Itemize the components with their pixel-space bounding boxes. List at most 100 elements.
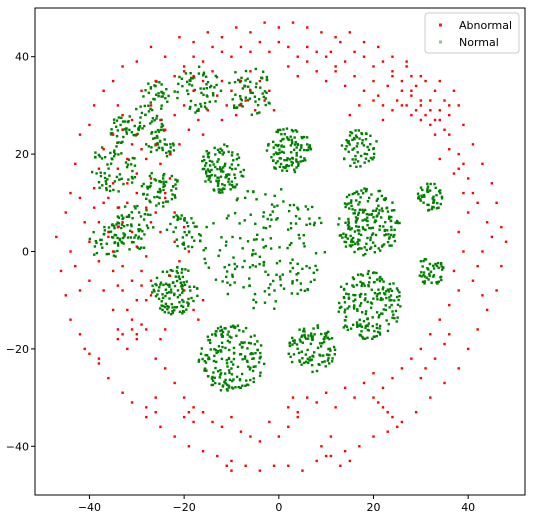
normal-point [248,277,251,280]
normal-point [292,203,296,207]
normal-point [442,266,445,270]
normal-point [256,112,259,115]
abnormal-point [216,454,219,458]
normal-point [215,360,218,364]
normal-point [117,190,120,193]
normal-point [169,146,172,149]
normal-point [297,351,301,355]
normal-point [159,189,162,193]
abnormal-point [424,79,427,83]
normal-point [106,178,109,181]
normal-point [168,285,171,288]
normal-point [351,236,355,240]
normal-point [150,146,153,149]
abnormal-point [230,415,233,419]
normal-point [230,163,234,166]
normal-point [388,282,392,286]
abnormal-point [381,406,385,409]
normal-point [305,223,308,227]
normal-point [176,244,179,248]
normal-point [160,107,163,110]
normal-point [315,369,319,373]
normal-point [375,207,379,210]
normal-point [157,94,160,98]
legend-box [424,12,520,54]
normal-point [368,247,372,251]
abnormal-point [476,328,479,331]
normal-point [432,267,436,270]
normal-point [169,268,172,272]
normal-point [384,221,387,224]
normal-point [295,154,298,157]
normal-point [150,108,154,112]
normal-point [105,252,108,256]
normal-point [349,130,352,134]
abnormal-point [481,162,484,166]
normal-point [245,359,249,363]
normal-point [269,213,272,217]
normal-point [356,324,360,327]
abnormal-point [391,415,394,419]
normal-point [390,225,393,229]
normal-point [344,205,347,209]
abnormal-point [372,435,375,438]
abnormal-point [258,40,262,44]
normal-point [156,141,159,145]
normal-point [273,166,276,169]
normal-point [310,358,313,361]
normal-point [174,183,177,186]
normal-point [299,282,303,285]
normal-point [276,130,280,134]
normal-point [146,226,150,230]
normal-point [391,316,394,319]
normal-point [262,215,265,218]
normal-point [351,148,354,151]
normal-point [149,86,153,89]
normal-point [236,153,239,156]
normal-point [226,173,229,176]
normal-point [358,200,361,204]
abnormal-point [173,113,176,117]
normal-point [109,151,112,155]
normal-point [162,304,165,308]
normal-point [378,209,381,212]
abnormal-point [220,118,224,122]
normal-point [219,168,222,171]
normal-point [359,165,362,168]
normal-point [145,208,148,212]
normal-point [358,324,362,328]
normal-point [240,372,244,376]
normal-point [322,354,325,357]
normal-point [125,165,129,169]
normal-point [266,217,269,221]
normal-point [357,225,360,229]
normal-point [332,345,336,349]
normal-point [107,252,110,256]
normal-point [169,143,172,146]
normal-point [252,249,255,252]
normal-point [238,222,241,225]
abnormal-point [476,201,479,204]
normal-point [299,155,302,159]
normal-point [131,217,134,220]
normal-point [361,208,364,212]
normal-point [258,356,262,360]
abnormal-point [362,40,366,44]
normal-point [200,347,204,350]
abnormal-point [126,157,129,161]
normal-point [357,238,360,241]
normal-point [219,325,223,329]
normal-point [345,282,348,286]
normal-point [217,158,220,161]
normal-point [126,223,129,227]
normal-point [101,246,104,249]
abnormal-point [149,279,153,282]
normal-point [440,195,444,199]
abnormal-point [239,79,243,83]
normal-point [361,139,364,142]
abnormal-point [353,74,356,78]
normal-point [243,355,247,358]
abnormal-point [159,425,162,429]
abnormal-point [466,177,470,180]
normal-point [131,169,134,173]
